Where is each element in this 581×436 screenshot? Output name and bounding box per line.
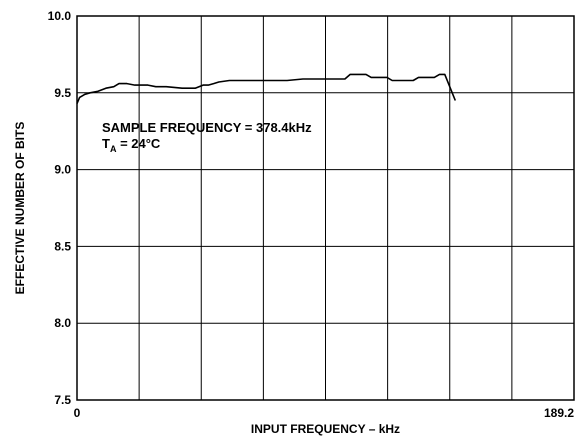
y-tick-label: 8.5: [54, 239, 71, 253]
x-tick-labels: 0 189.2: [74, 406, 575, 420]
y-tick-label: 9.0: [54, 163, 71, 177]
x-axis-label: INPUT FREQUENCY – kHz: [251, 422, 400, 436]
annotation-temperature: TA = 24°C: [102, 136, 161, 154]
chart-grid: [77, 16, 574, 400]
y-axis-label: EFFECTIVE NUMBER OF BITS: [13, 122, 27, 295]
y-tick-label: 8.0: [54, 316, 71, 330]
x-tick-label: 189.2: [544, 406, 574, 420]
plot-frame: [76, 15, 575, 401]
annotation-temperature-subscript: A: [110, 144, 117, 154]
y-tick-label: 7.5: [54, 393, 71, 407]
y-tick-labels: 7.5 8.0 8.5 9.0 9.5 10.0: [48, 9, 72, 407]
y-tick-label: 10.0: [48, 9, 72, 23]
series-line: [76, 73, 457, 104]
annotation-temperature-value: = 24°C: [116, 136, 160, 151]
x-tick-label: 0: [74, 406, 81, 420]
series-group: [76, 73, 457, 104]
annotation-temperature-symbol: T: [102, 136, 110, 151]
annotation-sample-frequency: SAMPLE FREQUENCY = 378.4kHz: [102, 120, 312, 135]
y-tick-label: 9.5: [54, 86, 71, 100]
